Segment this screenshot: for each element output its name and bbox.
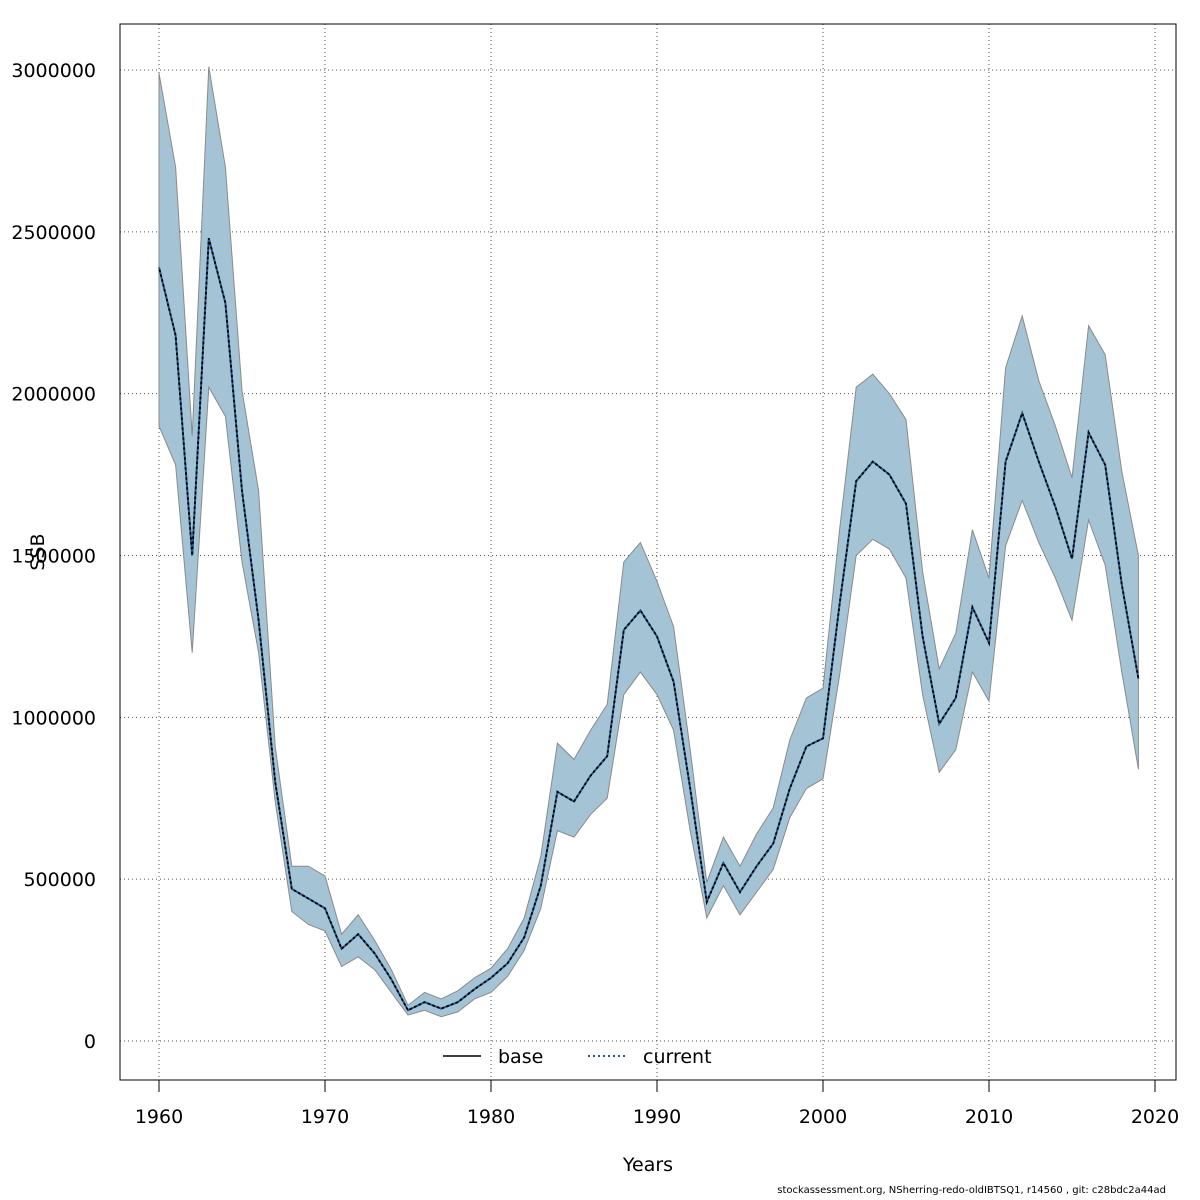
x-tick-label: 2000 bbox=[799, 1106, 847, 1128]
x-tick-label: 2010 bbox=[965, 1106, 1013, 1128]
legend: base current bbox=[443, 1046, 712, 1068]
y-axis: 0 500000 1000000 1500000 2000000 2500000 30000… bbox=[11, 60, 96, 1053]
confidence-band-area bbox=[158, 66, 1139, 1018]
x-tick-label: 2020 bbox=[1131, 1106, 1179, 1128]
x-tick-label: 1980 bbox=[467, 1106, 515, 1128]
footer-note: stockassessment.org, NSherring-redo-oldI… bbox=[777, 1185, 1166, 1196]
x-tick-label: 1970 bbox=[301, 1106, 349, 1128]
x-axis: 1960 1970 1980 1990 2000 2010 2020 bbox=[135, 1079, 1179, 1128]
y-tick-label: 1000000 bbox=[11, 707, 96, 729]
x-tick-label: 1990 bbox=[633, 1106, 681, 1128]
x-axis-title: Years bbox=[622, 1154, 673, 1176]
legend-label-base: base bbox=[498, 1046, 543, 1068]
y-tick-label: 3000000 bbox=[11, 60, 96, 82]
y-tick-label: 2000000 bbox=[11, 384, 96, 406]
grid-lines bbox=[120, 24, 1176, 1080]
y-tick-label: 2500000 bbox=[11, 222, 96, 244]
y-tick-label: 1500000 bbox=[11, 546, 96, 568]
legend-label-current: current bbox=[643, 1046, 712, 1068]
y-tick-label: 500000 bbox=[23, 869, 96, 891]
plot-frame bbox=[119, 23, 1177, 1081]
confidence-band bbox=[158, 66, 1139, 1018]
series-line-current bbox=[158, 238, 1140, 1012]
y-axis-title: SSB bbox=[27, 533, 49, 570]
x-tick-label: 1960 bbox=[135, 1106, 183, 1128]
series-lines bbox=[158, 238, 1140, 1012]
y-tick-label: 0 bbox=[84, 1031, 96, 1053]
